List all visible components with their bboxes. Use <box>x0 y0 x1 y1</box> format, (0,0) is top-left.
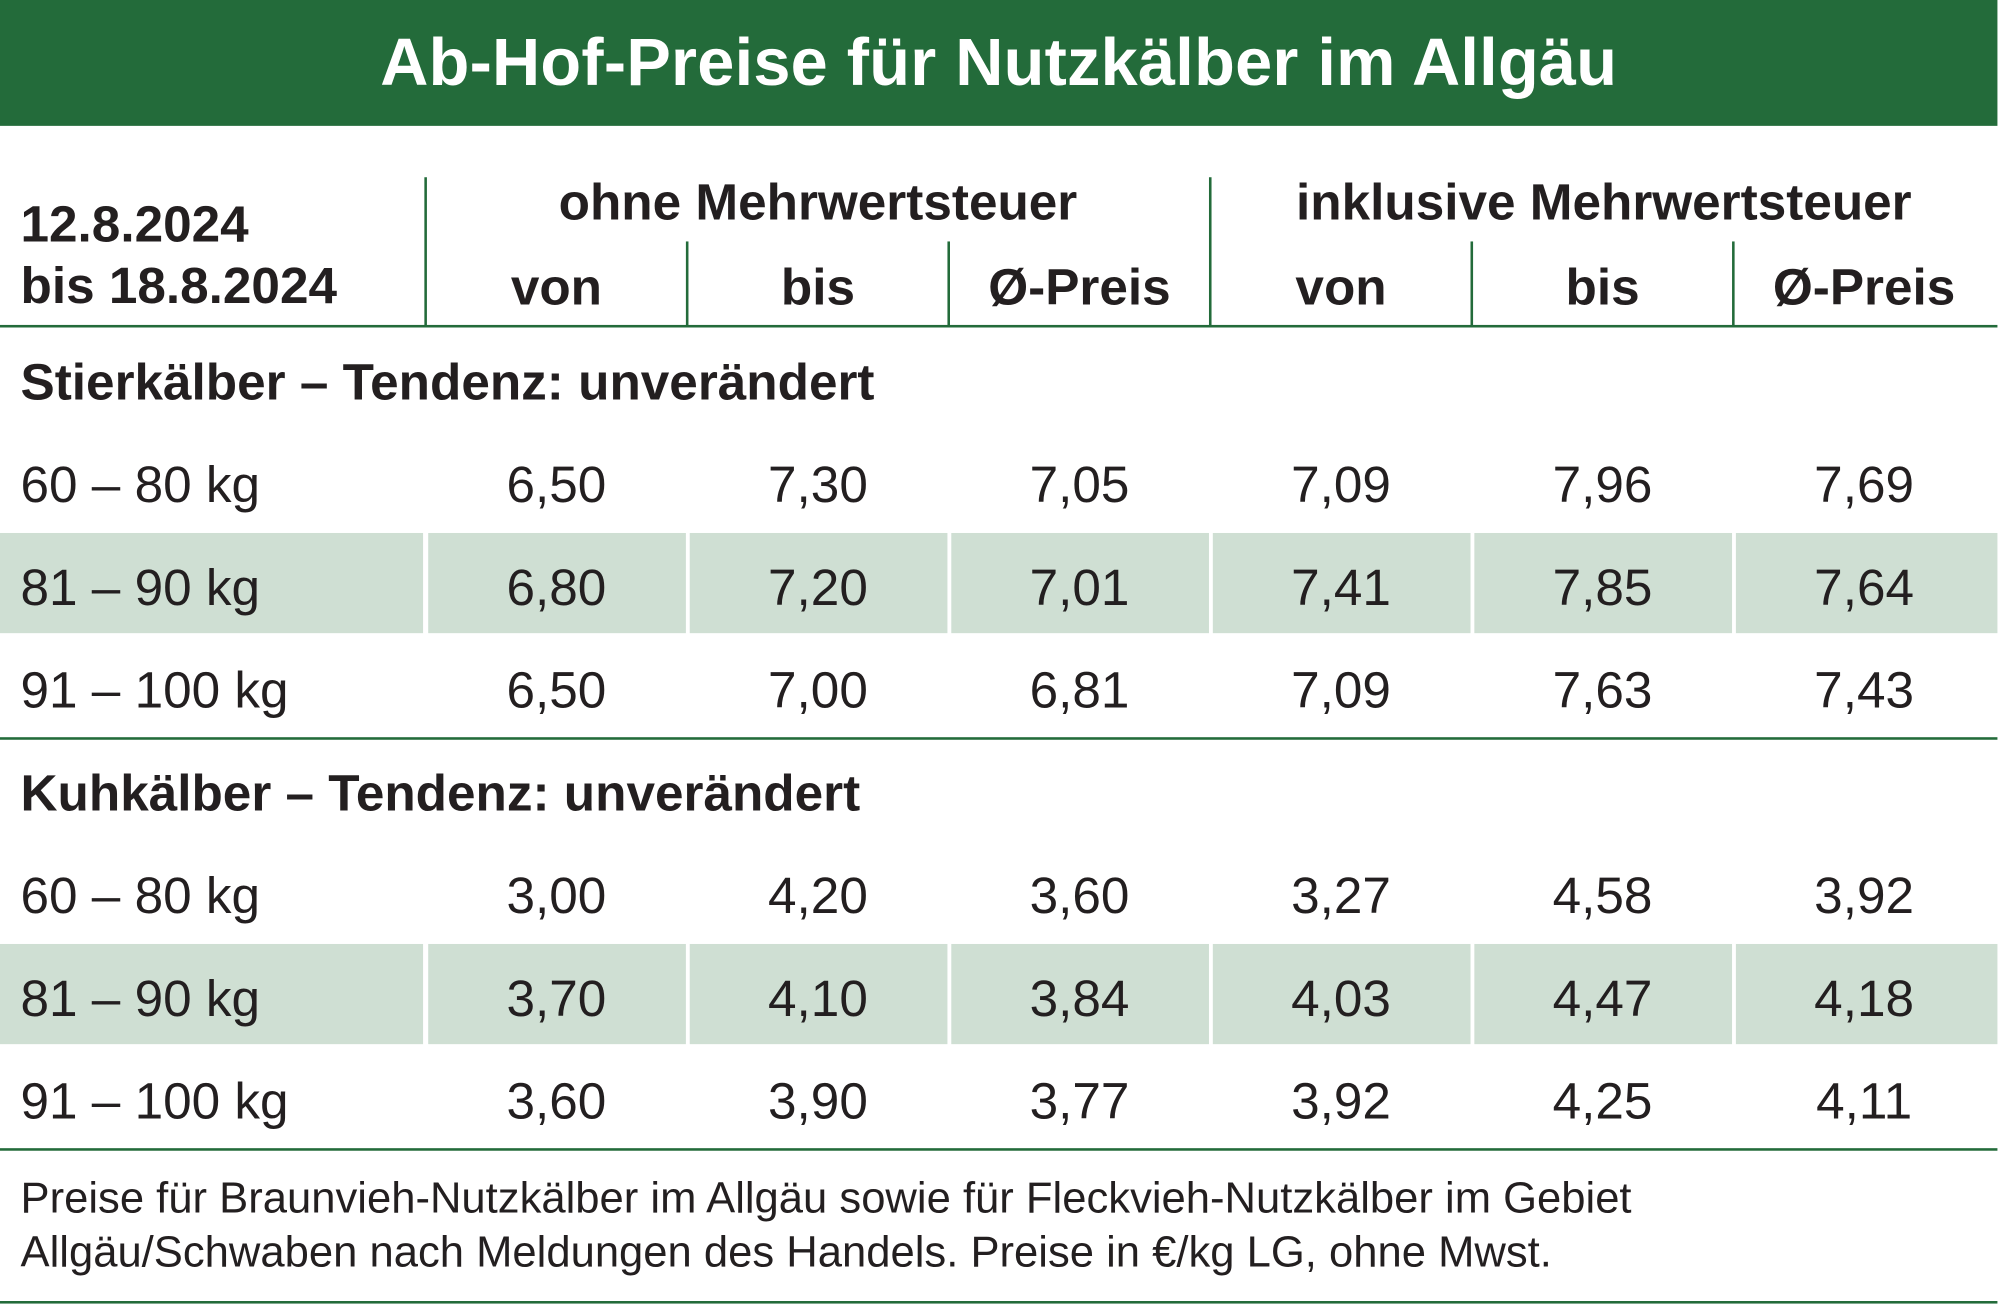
row-band <box>689 943 948 1045</box>
row-band <box>1474 532 1733 634</box>
header-divider <box>685 241 689 327</box>
price-cell: 4,18 <box>1814 970 1915 1028</box>
price-cell: 7,09 <box>1291 457 1391 514</box>
header-rule <box>0 324 1998 328</box>
row-label: 60 – 80 kg <box>20 868 261 925</box>
price-cell: 7,00 <box>768 662 868 720</box>
price-cell: 7,63 <box>1552 662 1653 720</box>
price-cell: 7,05 <box>1029 457 1130 514</box>
period-start: 12.8.2024 <box>20 196 249 254</box>
price-cell: 6,50 <box>506 457 607 514</box>
footnote: Preise für Braunvieh-Nutzkälber im Allgä… <box>20 1173 1632 1277</box>
row-band <box>1735 943 1998 1045</box>
page-title: Ab-Hof-Preise für Nutzkälber im Allgäu <box>380 25 1618 101</box>
column-header-bis-gross: bis <box>1565 259 1640 316</box>
price-cell: 7,43 <box>1814 662 1915 720</box>
price-cell: 6,50 <box>506 662 607 720</box>
price-cell: 3,84 <box>1029 970 1130 1028</box>
row-band <box>951 943 1209 1045</box>
row-band <box>1735 532 1998 634</box>
price-cell: 6,81 <box>1029 662 1130 720</box>
price-cell: 4,47 <box>1552 970 1653 1028</box>
row-label: 91 – 100 kg <box>20 1073 289 1131</box>
header-divider <box>1732 241 1735 327</box>
price-cell: 3,90 <box>768 1073 868 1131</box>
price-cell: 4,25 <box>1552 1073 1653 1131</box>
column-header-von-gross: von <box>1295 259 1387 316</box>
row-band <box>689 532 948 634</box>
price-cell: 4,10 <box>768 970 868 1028</box>
row-band <box>0 943 424 1045</box>
row-band <box>1474 943 1733 1045</box>
row-label: 81 – 90 kg <box>20 970 261 1028</box>
price-cell: 6,80 <box>506 559 607 617</box>
column-header-von-net: von <box>510 259 603 316</box>
group-header-with-vat: inklusive Mehrwertsteuer <box>1296 174 1912 232</box>
price-cell: 4,03 <box>1291 970 1391 1028</box>
price-cell: 4,20 <box>768 868 868 925</box>
price-cell: 7,20 <box>768 559 868 617</box>
price-cell: 3,92 <box>1291 1073 1391 1131</box>
header-divider <box>424 177 427 327</box>
header-divider <box>1208 177 1212 327</box>
price-cell: 3,60 <box>1029 868 1130 925</box>
price-cell: 7,30 <box>768 457 868 514</box>
price-cell: 3,70 <box>506 970 607 1028</box>
price-cell: 4,11 <box>1816 1073 1913 1131</box>
title-bar <box>0 0 1998 126</box>
price-cell: 3,27 <box>1291 868 1391 925</box>
column-header-avg-net: Ø-Preis <box>988 259 1171 316</box>
price-cell: 3,92 <box>1814 868 1915 925</box>
row-band <box>1212 532 1471 634</box>
price-cell: 7,64 <box>1814 559 1915 617</box>
price-cell: 7,09 <box>1291 662 1391 720</box>
section-heading-stierkaelber: Stierkälber – Tendenz: unverändert <box>20 354 875 411</box>
section-rule <box>0 737 1998 740</box>
row-label: 81 – 90 kg <box>20 559 261 617</box>
group-header-without-vat: ohne Mehrwertsteuer <box>558 174 1078 232</box>
price-cell: 7,69 <box>1814 457 1915 514</box>
row-band <box>0 532 424 634</box>
footnote-bottom-rule <box>0 1301 1998 1304</box>
header-divider <box>947 241 950 327</box>
price-cell: 3,00 <box>506 868 607 925</box>
period-end: bis 18.8.2024 <box>20 258 337 315</box>
price-cell: 4,58 <box>1552 868 1653 925</box>
header-divider <box>1470 241 1474 327</box>
column-header-avg-gross: Ø-Preis <box>1772 259 1956 316</box>
price-cell: 7,96 <box>1552 457 1653 514</box>
price-cell: 3,77 <box>1029 1073 1130 1131</box>
column-header-bis-net: bis <box>780 259 855 316</box>
row-band <box>951 532 1209 634</box>
row-band <box>428 532 686 634</box>
row-label: 60 – 80 kg <box>20 457 261 514</box>
price-cell: 7,85 <box>1552 559 1653 617</box>
row-band <box>1212 943 1471 1045</box>
table-bottom-rule <box>0 1148 1998 1151</box>
row-label: 91 – 100 kg <box>20 662 289 720</box>
price-cell: 7,41 <box>1291 559 1391 617</box>
row-band <box>428 943 686 1045</box>
section-heading-kuhkaelber: Kuhkälber – Tendenz: unverändert <box>20 765 861 822</box>
price-cell: 7,01 <box>1029 559 1130 617</box>
price-cell: 3,60 <box>506 1073 607 1131</box>
